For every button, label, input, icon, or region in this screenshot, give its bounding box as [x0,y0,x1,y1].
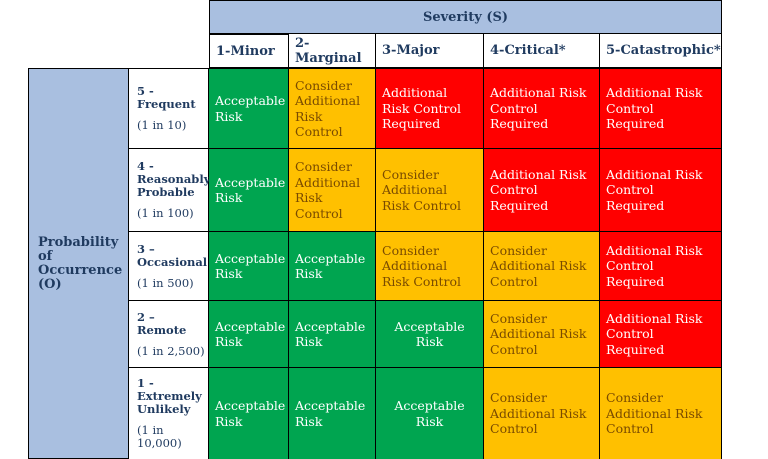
risk-cell: Consider Additional Risk Control [376,232,484,301]
risk-cell: Consider Additional Risk Control [484,368,600,459]
row-frequency: (1 in 100) [137,206,194,220]
row-frequency: (1 in 10,000) [137,423,182,450]
probability-header-label: Probability of Occurrence (O) [38,234,123,292]
risk-cell: Consider Additional Risk Control [484,232,600,301]
row-level: 5 - Frequent [137,84,196,111]
row-label-occasional: 3 – Occasional (1 in 500) [129,232,209,301]
risk-cell: Additional Risk Control Required [600,301,722,368]
row-frequency: (1 in 500) [137,275,194,290]
risk-cell: Acceptable Risk [209,232,289,301]
risk-cell: Acceptable Risk [289,368,376,459]
risk-cell: Acceptable Risk [209,68,289,149]
risk-cell: Additional Risk Control Required [376,68,484,149]
risk-cell: Acceptable Risk [209,368,289,459]
row-level: 1 - Extremely Unlikely [137,376,202,416]
risk-cell: Consider Additional Risk Control [376,149,484,232]
row-label-extremely-unlikely: 1 - Extremely Unlikely (1 in 10,000) [129,368,209,459]
row-label-remote: 2 – Remote (1 in 2,500) [129,301,209,368]
risk-cell: Additional Risk Control Required [600,149,722,232]
risk-cell: Consider Additional Risk Control [289,149,376,232]
risk-cell: Acceptable Risk [289,232,376,301]
row-frequency: (1 in 2,500) [137,343,205,358]
row-level: 3 – Occasional [137,241,208,269]
row-label-reasonably-probable: 4 - Reasonably Probable (1 in 100) [129,149,211,232]
row-frequency: (1 in 10) [137,118,187,132]
risk-cell: Consider Additional Risk Control [600,368,722,459]
risk-cell: Additional Risk Control Required [600,232,722,301]
column-header-critical: 4-Critical* [484,34,600,68]
severity-header: Severity (S) [209,0,722,34]
risk-cell: Acceptable Risk [376,368,484,459]
risk-cell: Consider Additional Risk Control [484,301,600,368]
risk-cell: Consider Additional Risk Control [289,68,376,149]
risk-cell: Additional Risk Control Required [484,149,600,232]
row-label-frequent: 5 - Frequent (1 in 10) [129,68,209,149]
column-header-minor: 1-Minor [209,34,289,68]
column-header-major: 3-Major [376,34,484,68]
risk-cell: Additional Risk Control Required [600,68,722,149]
row-level: 2 – Remote [137,309,187,337]
risk-cell: Acceptable Risk [376,301,484,368]
probability-header: Probability of Occurrence (O) [28,68,129,459]
risk-cell: Additional Risk Control Required [484,68,600,149]
risk-cell: Acceptable Risk [209,149,289,232]
risk-cell: Acceptable Risk [209,301,289,368]
risk-cell: Acceptable Risk [289,301,376,368]
column-header-marginal: 2-Marginal [289,34,376,68]
row-level: 4 - Reasonably Probable [137,159,211,199]
column-header-catastrophic: 5-Catastrophic* [600,34,722,68]
